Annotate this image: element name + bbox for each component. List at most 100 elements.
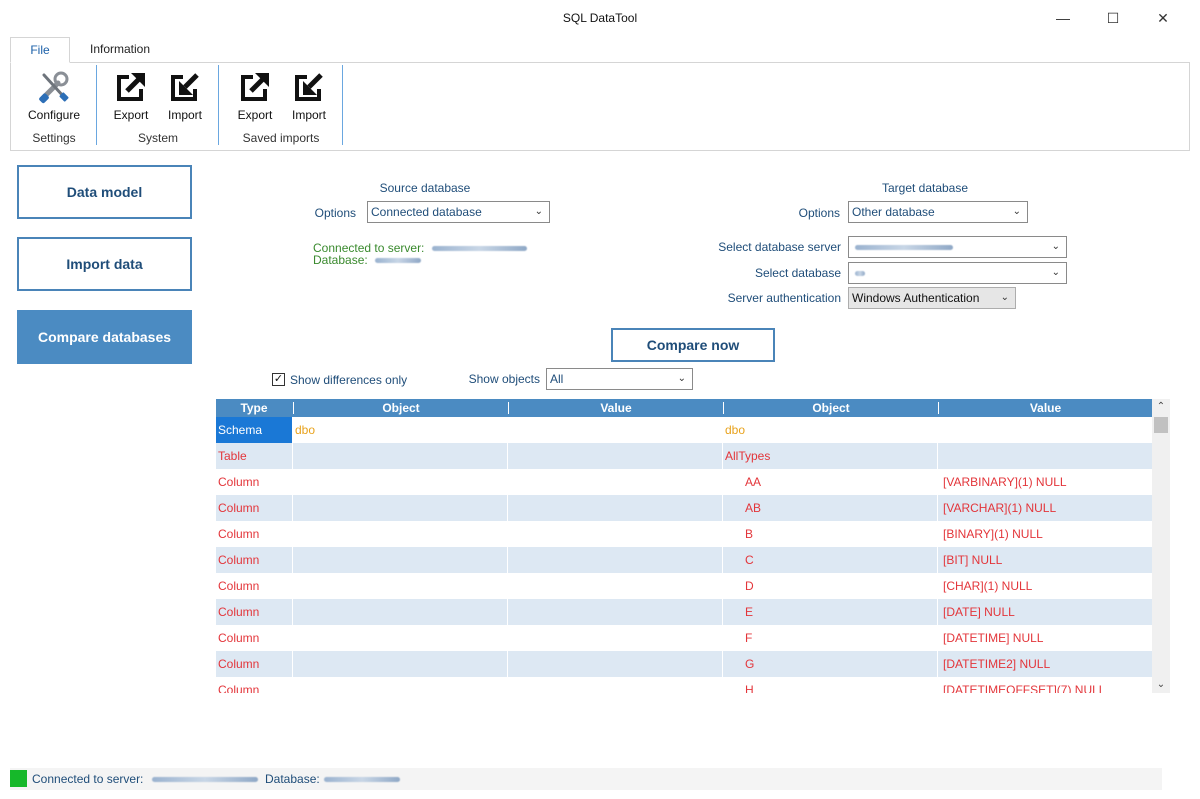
minimize-icon[interactable]: —	[1056, 10, 1070, 26]
cell-source-value[interactable]	[508, 495, 722, 521]
cell-source-object[interactable]	[293, 651, 507, 677]
show-differences-label: Show differences only	[290, 373, 408, 387]
target-auth-select[interactable]: Windows Authentication ⌄	[848, 287, 1016, 309]
cell-target-value[interactable]: [BIT] NULL	[943, 553, 1003, 567]
scrollbar-thumb[interactable]	[1154, 417, 1168, 433]
cell-target-object[interactable]: F	[745, 631, 753, 645]
cell-type[interactable]: Column	[218, 501, 260, 515]
saved-import-button[interactable]: Import	[281, 67, 337, 123]
maximize-icon[interactable]: ☐	[1106, 9, 1120, 26]
cell-source-object[interactable]	[293, 495, 507, 521]
cell-source-value[interactable]	[508, 443, 722, 469]
cell-target-object[interactable]: C	[745, 553, 754, 567]
nav-import-data-button[interactable]: Import data	[17, 237, 192, 291]
scroll-down-icon[interactable]: ⌄	[1156, 679, 1166, 690]
header-source-object[interactable]: Object	[382, 401, 420, 415]
table-row[interactable]: Column B [BINARY](1) NULL	[216, 521, 1152, 547]
system-import-button[interactable]: Import	[157, 67, 213, 123]
header-type[interactable]: Type	[240, 401, 268, 415]
cell-target-object[interactable]: AA	[745, 475, 762, 489]
cell-target-value[interactable]: [VARBINARY](1) NULL	[943, 475, 1067, 489]
cell-type[interactable]: Table	[218, 449, 247, 463]
cell-target-object[interactable]: G	[745, 657, 755, 671]
cell-type[interactable]: Column	[218, 527, 260, 541]
cell-source-value[interactable]	[508, 599, 722, 625]
close-icon[interactable]: ✕	[1157, 9, 1169, 26]
cell-target-object[interactable]: H	[745, 683, 754, 693]
header-source-value[interactable]: Value	[600, 401, 632, 415]
nav-compare-databases-button[interactable]: Compare databases	[17, 310, 192, 364]
cell-type[interactable]: Schema	[216, 417, 292, 443]
cell-source-value[interactable]	[508, 677, 722, 693]
target-options-select[interactable]: Other database ⌄	[848, 201, 1028, 223]
cell-target-value[interactable]: [BINARY](1) NULL	[943, 527, 1043, 541]
cell-type[interactable]: Column	[218, 605, 260, 619]
cell-type[interactable]: Column	[218, 683, 260, 693]
tab-information[interactable]: Information	[90, 42, 151, 56]
cell-target-value[interactable]	[938, 417, 1152, 443]
target-database-select[interactable]: ⌄	[848, 262, 1067, 284]
cell-source-object[interactable]	[293, 443, 507, 469]
table-row[interactable]: Column AA [VARBINARY](1) NULL	[216, 469, 1152, 495]
table-row[interactable]: Column AB [VARCHAR](1) NULL	[216, 495, 1152, 521]
cell-target-value[interactable]: [DATETIME] NULL	[943, 631, 1044, 645]
table-row[interactable]: Schema dbo dbo	[216, 417, 1152, 443]
saved-export-button[interactable]: Export	[227, 67, 283, 123]
cell-source-object[interactable]	[293, 625, 507, 651]
scroll-up-icon[interactable]: ⌃	[1156, 401, 1166, 412]
target-server-select[interactable]: ⌄	[848, 236, 1067, 258]
system-export-button[interactable]: Export	[103, 67, 159, 123]
configure-button[interactable]: Configure	[26, 67, 82, 123]
cell-target-object[interactable]: E	[745, 605, 754, 619]
header-target-object[interactable]: Object	[812, 401, 850, 415]
table-row[interactable]: Column D [CHAR](1) NULL	[216, 573, 1152, 599]
table-row[interactable]: Table AllTypes	[216, 443, 1152, 469]
cell-source-object[interactable]	[293, 469, 507, 495]
source-options-select[interactable]: Connected database ⌄	[367, 201, 550, 223]
cell-source-value[interactable]	[508, 469, 722, 495]
cell-target-object[interactable]: dbo	[725, 423, 746, 437]
target-database-label: Select database	[754, 266, 841, 280]
table-row[interactable]: Column C [BIT] NULL	[216, 547, 1152, 573]
cell-source-value[interactable]	[508, 651, 722, 677]
cell-target-object[interactable]: AllTypes	[725, 449, 771, 463]
cell-type[interactable]: Column	[218, 579, 260, 593]
cell-source-value[interactable]	[508, 625, 722, 651]
cell-source-object[interactable]	[293, 677, 507, 693]
show-differences-checkbox[interactable]: ✓	[272, 373, 285, 386]
nav-data-model-button[interactable]: Data model	[17, 165, 192, 219]
cell-target-value[interactable]: [DATETIME2] NULL	[943, 657, 1051, 671]
source-options-value: Connected database	[371, 205, 482, 219]
compare-now-button[interactable]: Compare now	[611, 328, 775, 362]
cell-target-value[interactable]: [VARCHAR](1) NULL	[943, 501, 1057, 515]
cell-source-object[interactable]	[293, 521, 507, 547]
cell-target-value[interactable]: [DATETIMEOFFSET](7) NULL	[943, 683, 1106, 693]
cell-type[interactable]: Column	[218, 553, 260, 567]
cell-source-value[interactable]	[508, 417, 722, 443]
cell-target-object[interactable]: D	[745, 579, 754, 593]
header-target-value[interactable]: Value	[1029, 401, 1062, 415]
cell-source-value[interactable]	[508, 573, 722, 599]
grid-scrollbar[interactable]: ⌃ ⌄	[1152, 399, 1170, 693]
cell-source-object[interactable]	[293, 599, 507, 625]
cell-target-object[interactable]: B	[745, 527, 754, 541]
tab-file[interactable]: File	[10, 37, 70, 63]
table-row[interactable]: Column F [DATETIME] NULL	[216, 625, 1152, 651]
cell-source-object[interactable]	[293, 573, 507, 599]
cell-type[interactable]: Column	[218, 657, 260, 671]
cell-target-object[interactable]: AB	[745, 501, 762, 515]
cell-type[interactable]: Column	[218, 475, 260, 489]
cell-target-value[interactable]	[938, 443, 1152, 469]
cell-source-value[interactable]	[508, 547, 722, 573]
table-row[interactable]: Column H [DATETIMEOFFSET](7) NULL	[216, 677, 1152, 693]
cell-source-object[interactable]: dbo	[295, 423, 316, 437]
column-divider	[507, 677, 508, 693]
table-row[interactable]: Column E [DATE] NULL	[216, 599, 1152, 625]
cell-target-value[interactable]: [CHAR](1) NULL	[943, 579, 1033, 593]
cell-target-value[interactable]: [DATE] NULL	[943, 605, 1015, 619]
cell-type[interactable]: Column	[218, 631, 260, 645]
cell-source-value[interactable]	[508, 521, 722, 547]
cell-source-object[interactable]	[293, 547, 507, 573]
show-objects-select[interactable]: All ⌄	[546, 368, 693, 390]
table-row[interactable]: Column G [DATETIME2] NULL	[216, 651, 1152, 677]
